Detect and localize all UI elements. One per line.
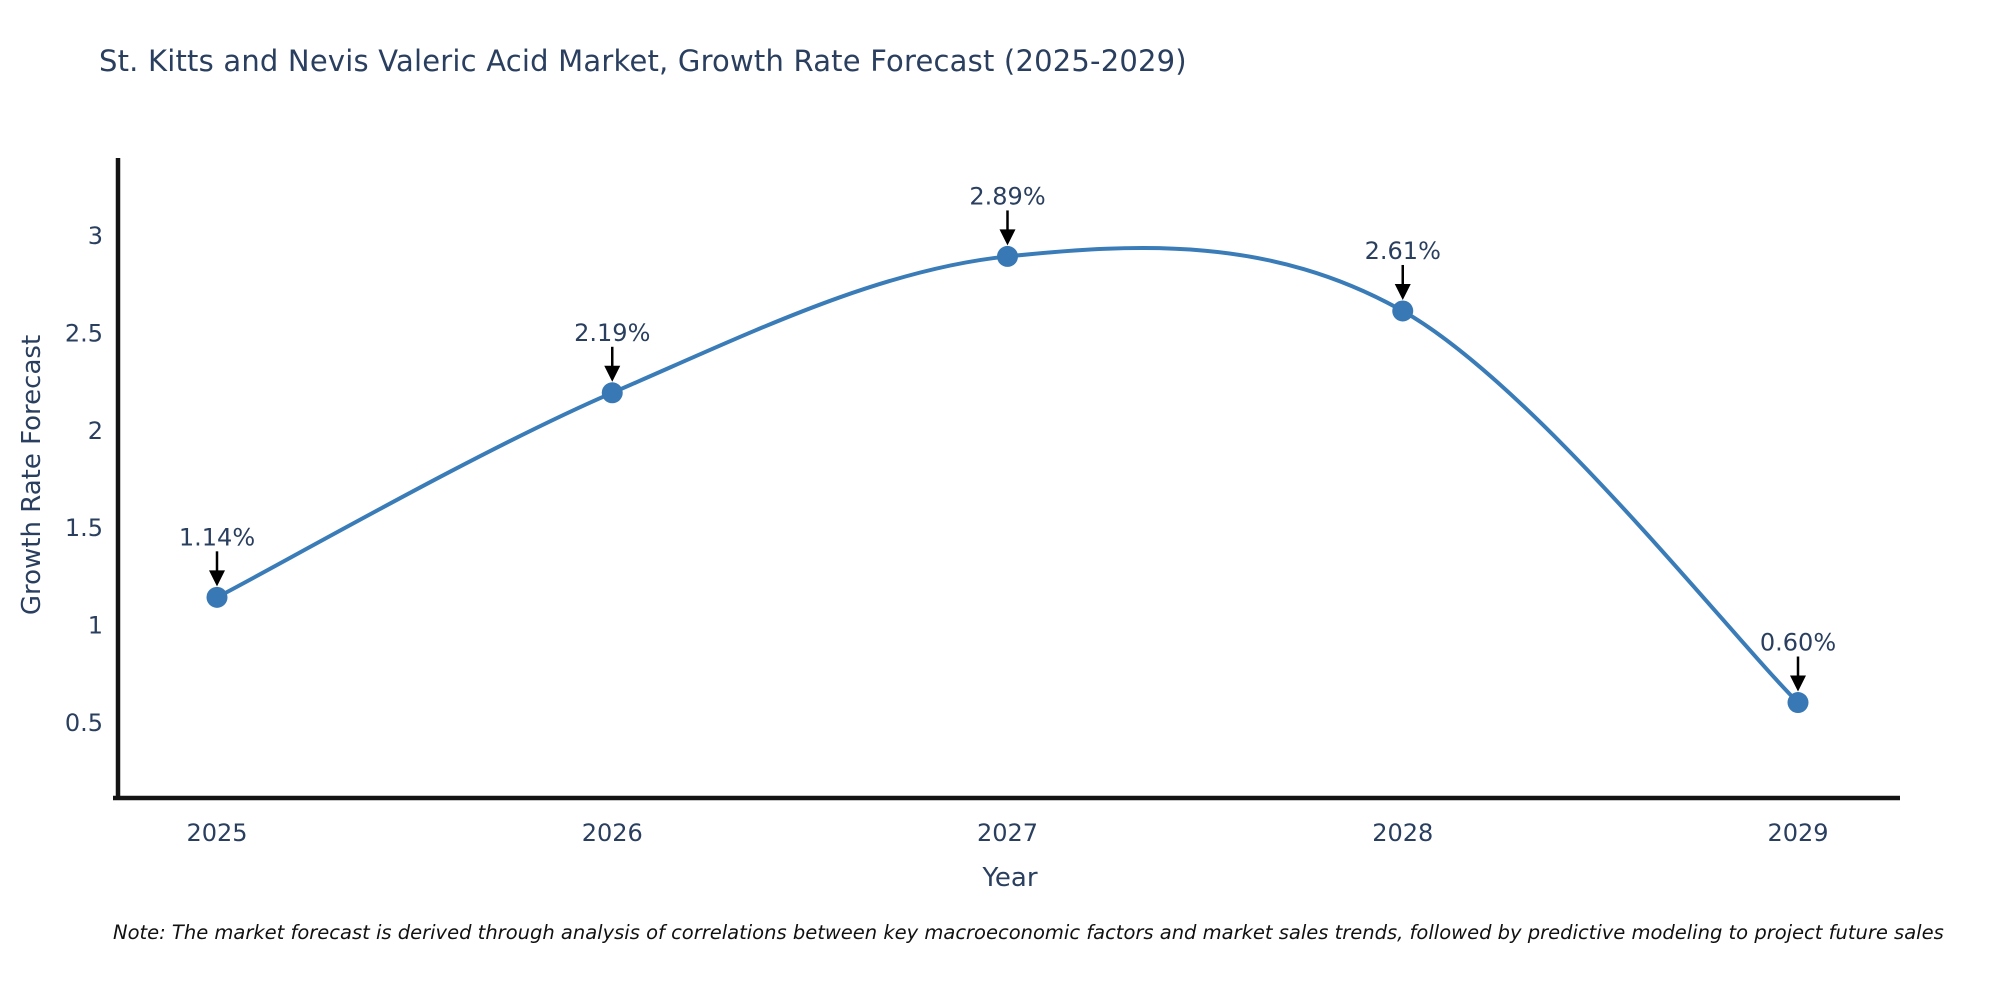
annotation-label: 0.60% — [1760, 629, 1836, 657]
annotation-label: 1.14% — [179, 523, 255, 551]
annotation-arrow-head — [1394, 283, 1411, 300]
annotation-label: 2.89% — [969, 182, 1045, 210]
data-point-marker[interactable] — [206, 586, 228, 608]
x-tick-label: 2026 — [582, 819, 643, 847]
y-tick-label: 2 — [88, 417, 103, 445]
axis-lines — [113, 158, 1900, 801]
data-point-marker[interactable] — [997, 245, 1018, 267]
annotation-arrow-head — [604, 365, 621, 382]
x-tick-label: 2025 — [186, 819, 247, 847]
annotation-arrow-head — [999, 229, 1016, 246]
annotation-arrow-head — [209, 570, 225, 587]
annotation-label: 2.61% — [1365, 237, 1441, 265]
y-axis-title: Growth Rate Forecast — [17, 335, 47, 615]
y-tick-label: 0.5 — [65, 709, 103, 737]
x-tick-label: 2028 — [1372, 819, 1433, 847]
x-tick-label: 2027 — [977, 819, 1038, 847]
annotation-arrow-head — [1790, 675, 1806, 692]
data-point-marker[interactable] — [1392, 300, 1414, 322]
annotation-label: 2.19% — [574, 319, 650, 347]
x-tick-label: 2029 — [1767, 819, 1828, 847]
y-tick-label: 1.5 — [65, 514, 103, 542]
data-point-marker[interactable] — [601, 382, 623, 404]
data-point-marker[interactable] — [1787, 692, 1809, 714]
footnote: Note: The market forecast is derived thr… — [113, 921, 1944, 944]
y-tick-label: 3 — [88, 222, 103, 250]
series-line — [215, 245, 1800, 705]
chart-title: St. Kitts and Nevis Valeric Acid Market,… — [99, 44, 1187, 78]
y-tick-label: 1 — [88, 612, 103, 640]
x-axis-title: Year — [981, 863, 1037, 893]
y-tick-label: 2.5 — [65, 319, 103, 347]
